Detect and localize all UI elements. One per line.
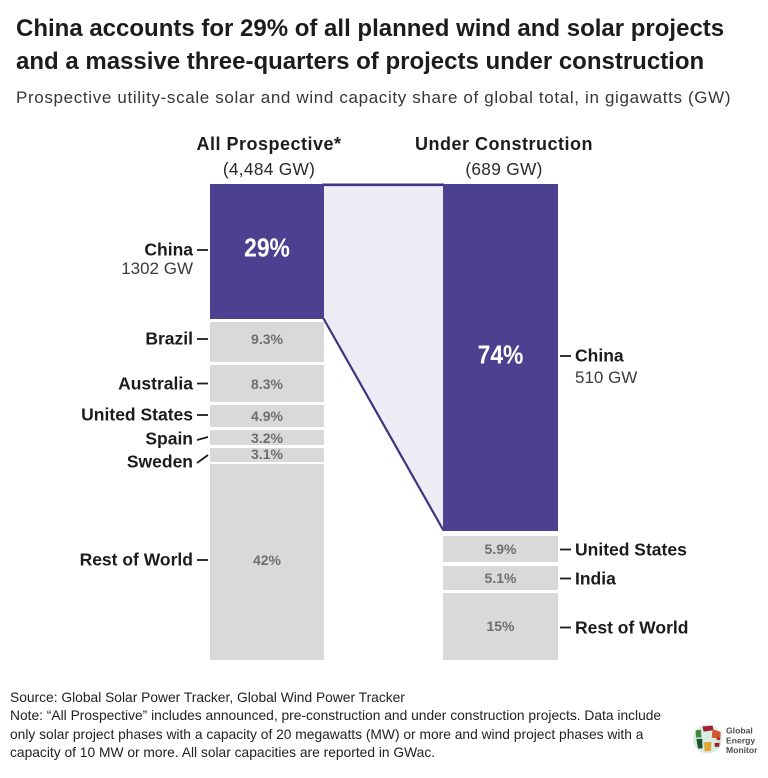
svg-text:Energy: Energy xyxy=(726,735,755,745)
svg-text:Monitor: Monitor xyxy=(726,745,758,755)
svg-text:Global: Global xyxy=(726,726,753,736)
